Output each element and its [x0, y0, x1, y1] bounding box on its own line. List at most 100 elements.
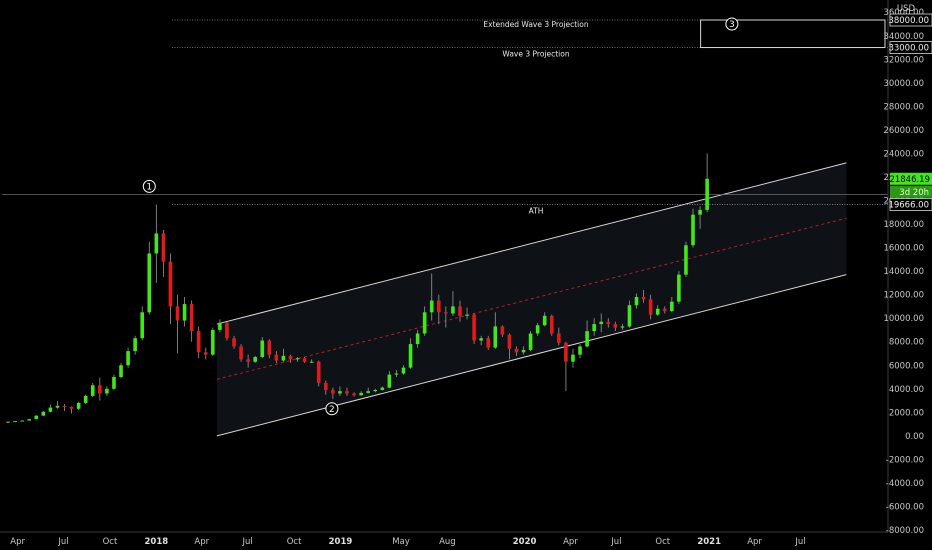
- candle-body-63: [451, 306, 455, 314]
- candle-body-47: [338, 391, 342, 394]
- x-tick-16: Jul: [794, 537, 805, 547]
- level-label-1: Wave 3 Projection: [502, 50, 569, 59]
- candle-body-90: [641, 297, 646, 300]
- candle-body-98: [698, 209, 702, 215]
- candle-body-38: [274, 354, 279, 361]
- candle-body-62: [444, 312, 448, 314]
- candle-body-14: [105, 388, 109, 394]
- candle-body-23: [168, 261, 173, 307]
- candle-body-69: [493, 326, 498, 348]
- candle-body-31: [225, 322, 229, 339]
- candle-body-65: [465, 314, 469, 316]
- candle-body-33: [239, 346, 243, 360]
- y-tick-16: 24000.00: [883, 149, 924, 159]
- currency-label[interactable]: USD: [897, 4, 916, 14]
- candle-body-66: [472, 314, 476, 341]
- candle-body-92: [655, 308, 660, 315]
- candle-body-58: [415, 333, 420, 345]
- y-tick-8: 8000.00: [889, 338, 924, 348]
- y-tick-20: 32000.00: [883, 55, 924, 65]
- wave-label-2: 2: [329, 405, 335, 415]
- candle-body-5: [41, 411, 46, 416]
- candle-body-3: [27, 419, 32, 421]
- candle-body-87: [620, 326, 625, 328]
- candle-body-36: [260, 340, 265, 358]
- candle-body-75: [535, 325, 540, 334]
- candle-body-43: [309, 361, 314, 363]
- channel-upper-line: [216, 162, 847, 325]
- candle-body-0: [6, 421, 10, 423]
- candle-body-40: [288, 355, 293, 360]
- candle-body-85: [606, 321, 611, 325]
- x-tick-14: 2021: [697, 537, 721, 547]
- candle-body-32: [232, 338, 236, 347]
- candle-body-72: [514, 348, 519, 353]
- candle-body-28: [203, 352, 208, 355]
- candle-body-82: [585, 331, 589, 347]
- candle-body-96: [684, 245, 688, 275]
- candle-body-24: [175, 306, 180, 321]
- x-tick-11: Apr: [563, 537, 578, 547]
- price-box-3: [889, 198, 932, 211]
- candle-body-80: [571, 354, 575, 362]
- y-tick-2: -4000.00: [886, 479, 924, 489]
- channel-lower-line: [216, 274, 847, 437]
- price-box-1: [889, 41, 932, 54]
- x-tick-7: 2019: [329, 537, 353, 547]
- y-tick-12: 16000.00: [883, 244, 924, 254]
- candle-body-21: [154, 233, 159, 254]
- wave-label-3: 3: [729, 20, 735, 30]
- candle-body-37: [267, 340, 272, 355]
- candle-body-2: [20, 420, 24, 422]
- channel-layer: [216, 162, 847, 437]
- candle-body-16: [119, 365, 123, 378]
- projection-box: [700, 19, 886, 49]
- candle-body-84: [599, 321, 604, 325]
- wave-label-1: 1: [146, 183, 152, 193]
- candle-body-54: [387, 374, 392, 388]
- x-tick-5: Jul: [242, 537, 253, 547]
- candle-body-83: [592, 324, 596, 332]
- price-label-0: 38000.00: [888, 16, 929, 26]
- x-tick-13: Oct: [655, 537, 670, 547]
- candle-body-51: [366, 391, 370, 393]
- candle-body-52: [373, 389, 378, 392]
- level-label-0: Extended Wave 3 Projection: [483, 20, 588, 29]
- x-tick-3: 2018: [145, 537, 169, 547]
- candle-body-77: [549, 315, 554, 334]
- x-tick-0: Apr: [10, 537, 25, 547]
- x-tick-8: May: [392, 537, 410, 547]
- price-label-1: 33000.00: [888, 44, 929, 54]
- candle-body-91: [648, 299, 653, 315]
- candle-body-68: [486, 338, 491, 348]
- candles-layer: [6, 153, 709, 423]
- candle-body-35: [253, 357, 257, 362]
- candle-body-48: [345, 391, 349, 394]
- candle-body-89: [634, 297, 639, 306]
- candle-body-78: [557, 333, 561, 343]
- candle-body-67: [479, 338, 483, 341]
- y-tick-22: 36000.00: [883, 8, 924, 18]
- candle-body-17: [126, 351, 130, 366]
- candle-body-53: [380, 387, 385, 390]
- candle-body-81: [578, 346, 582, 355]
- candle-body-61: [436, 300, 441, 313]
- y-tick-0: -8000.00: [886, 526, 924, 536]
- y-tick-17: 26000.00: [883, 126, 924, 136]
- candle-body-8: [62, 405, 67, 408]
- candle-body-44: [316, 361, 321, 383]
- y-tick-18: 28000.00: [883, 102, 924, 112]
- candle-body-59: [422, 312, 427, 334]
- candle-body-73: [521, 349, 526, 353]
- y-tick-11: 14000.00: [883, 267, 924, 277]
- candle-body-97: [691, 214, 695, 246]
- wave-circle-2: [325, 402, 339, 416]
- candle-body-25: [182, 304, 187, 321]
- candle-body-45: [324, 382, 328, 390]
- channel-mid-line: [216, 217, 847, 380]
- candle-body-60: [429, 300, 434, 313]
- x-tick-6: Oct: [287, 537, 302, 547]
- y-tick-1: -6000.00: [886, 502, 924, 512]
